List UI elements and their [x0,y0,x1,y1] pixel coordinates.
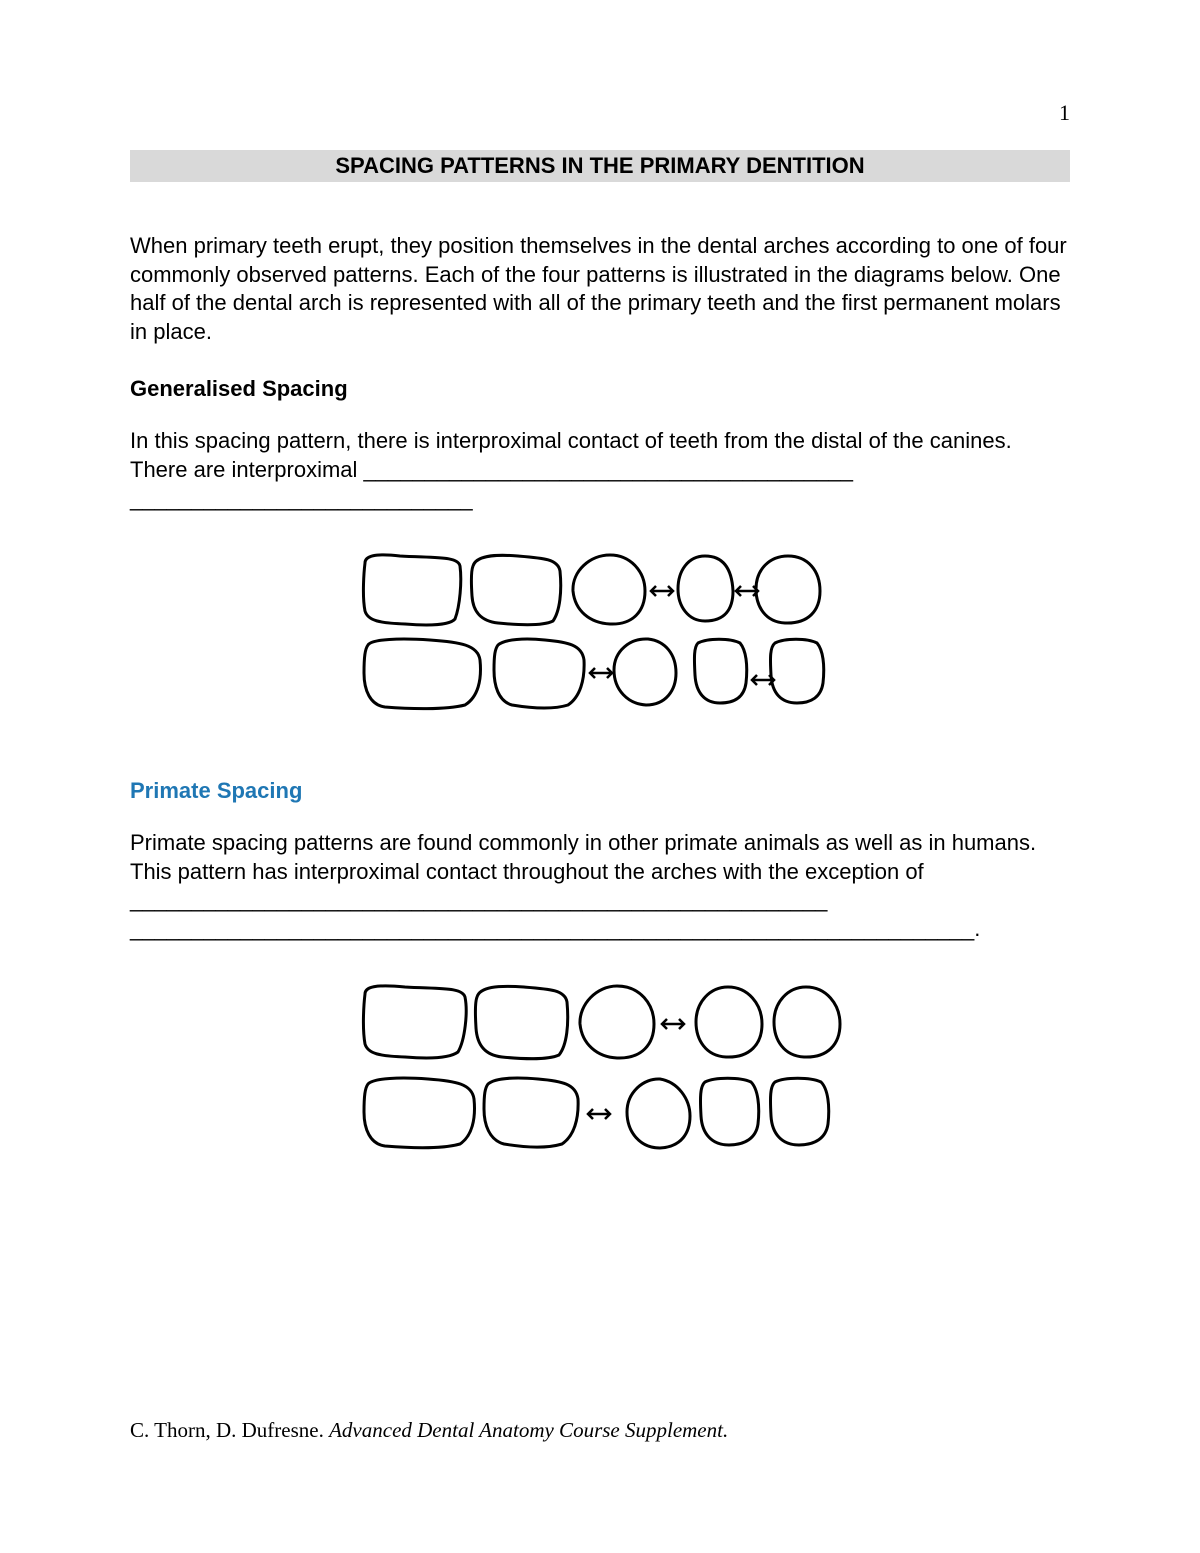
intro-paragraph: When primary teeth erupt, they position … [130,232,1070,346]
section1-text: In this spacing pattern, there is interp… [130,427,1070,513]
page: 1 SPACING PATTERNS IN THE PRIMARY DENTIT… [0,0,1200,1553]
diagram-primate-spacing [130,974,1070,1169]
page-number: 1 [1059,100,1070,126]
footer-title: Advanced Dental Anatomy Course Supplemen… [329,1418,728,1442]
page-title: SPACING PATTERNS IN THE PRIMARY DENTITIO… [130,150,1070,182]
section2-text: Primate spacing patterns are found commo… [130,829,1070,943]
footer-citation: C. Thorn, D. Dufresne. Advanced Dental A… [130,1418,728,1443]
diagram-generalised-spacing [130,543,1070,728]
teeth-diagram-icon [340,543,860,723]
section2-heading: Primate Spacing [130,778,1070,804]
footer-authors: C. Thorn, D. Dufresne. [130,1418,329,1442]
teeth-diagram-icon [340,974,860,1164]
section1-heading: Generalised Spacing [130,376,1070,402]
